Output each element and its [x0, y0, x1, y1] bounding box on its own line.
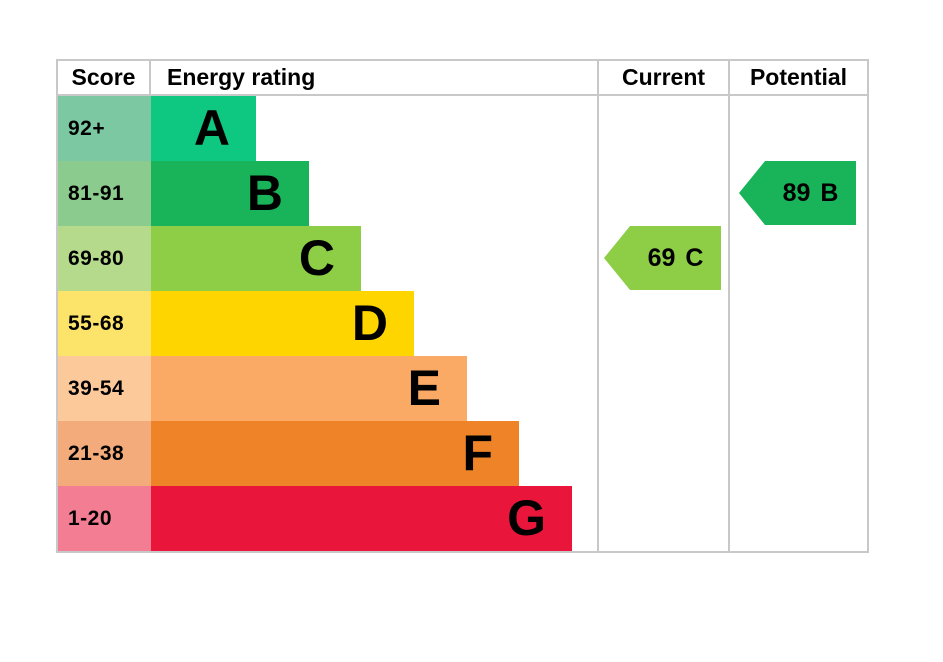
band-row-g: 1-20 G [58, 486, 867, 551]
band-row-a: 92+ A [58, 96, 867, 161]
header-potential: Potential [749, 64, 848, 90]
score-range-a: 92+ [58, 96, 151, 161]
score-range-e: 39-54 [58, 356, 151, 421]
current-rating-label: 69 C [630, 226, 721, 290]
rating-bar-c: C [151, 226, 361, 291]
score-range-c: 69-80 [58, 226, 151, 291]
epc-rating-table: Score Energy rating Current Potential 92… [56, 59, 869, 553]
table-header-row: Score Energy rating Current Potential [58, 61, 867, 96]
potential-rating-arrow: 89 B [739, 161, 856, 225]
band-row-c: 69-80 C [58, 226, 867, 291]
header-current: Current [599, 61, 730, 94]
rating-bar-f: F [151, 421, 519, 486]
score-range-g: 1-20 [58, 486, 151, 551]
potential-rating-letter: B [820, 178, 839, 207]
band-row-d: 55-68 D [58, 291, 867, 356]
rating-bar-a: A [151, 96, 256, 161]
score-range-f: 21-38 [58, 421, 151, 486]
current-score-value: 69 [647, 243, 676, 272]
band-row-b: 81-91 B [58, 161, 867, 226]
current-rating-letter: C [685, 243, 704, 272]
potential-score-value: 89 [782, 178, 811, 207]
left-pointing-arrow-icon [604, 226, 721, 290]
header-score: Score [58, 61, 151, 94]
band-row-e: 39-54 E [58, 356, 867, 421]
current-rating-arrow: 69 C [604, 226, 721, 290]
rating-bar-g: G [151, 486, 572, 551]
band-row-f: 21-38 F [58, 421, 867, 486]
left-pointing-arrow-icon [739, 161, 856, 225]
score-range-b: 81-91 [58, 161, 151, 226]
rating-bar-d: D [151, 291, 414, 356]
rating-bar-b: B [151, 161, 309, 226]
score-range-d: 55-68 [58, 291, 151, 356]
table-body: 92+ A 81-91 B 69-80 C 55-68 D 39-54 E 21… [58, 96, 867, 551]
column-divider-current [597, 96, 599, 551]
header-energy-rating: Energy rating [151, 61, 599, 94]
potential-rating-label: 89 B [765, 161, 856, 225]
rating-bar-e: E [151, 356, 467, 421]
column-divider-potential [728, 96, 730, 551]
